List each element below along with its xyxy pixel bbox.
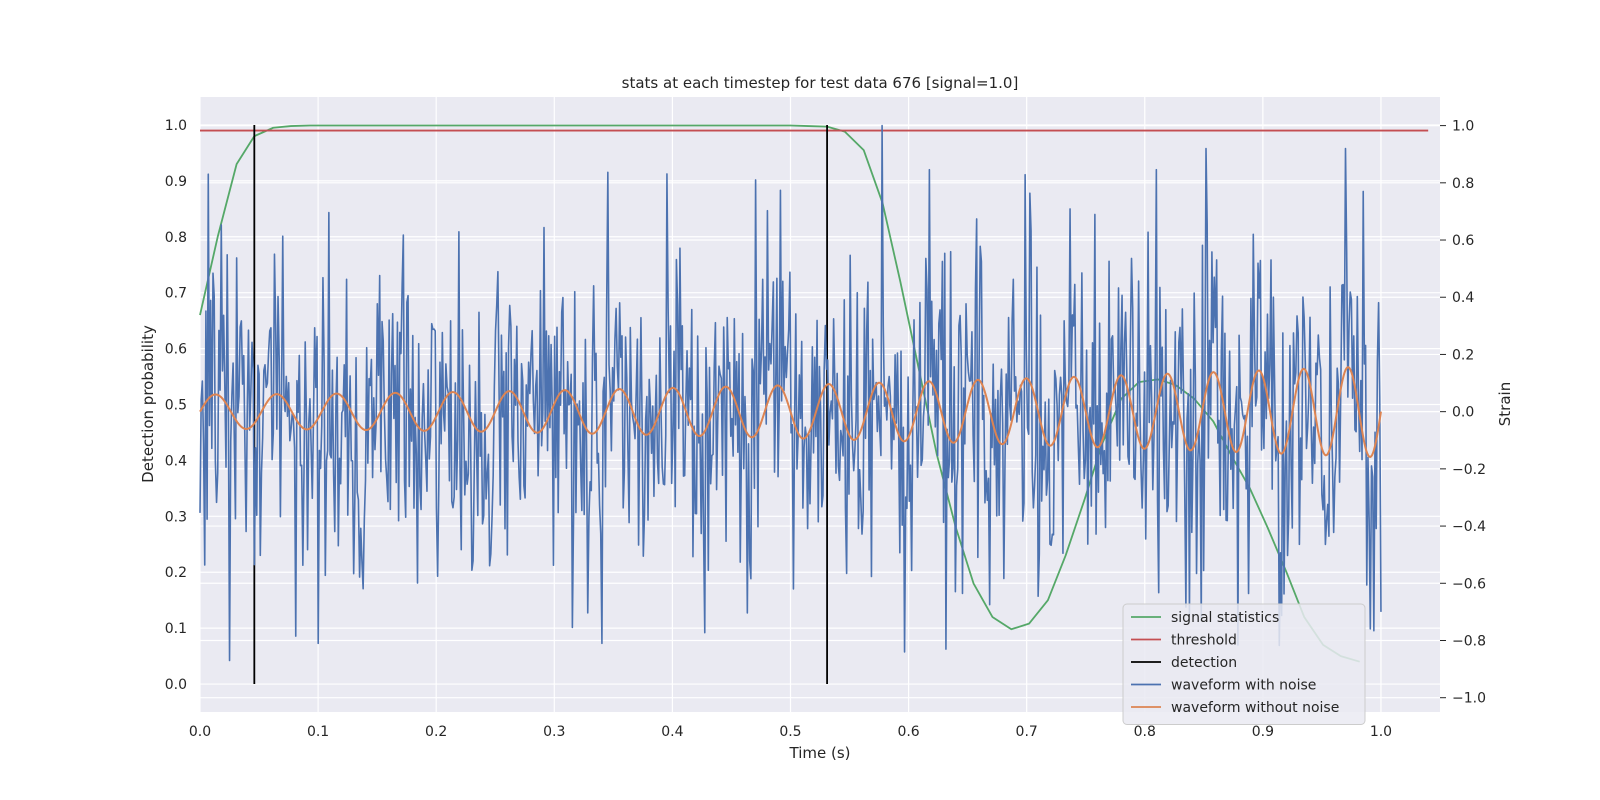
y-tick-label: 0.8 — [165, 230, 187, 246]
y2-tick-label: −0.8 — [1452, 633, 1486, 649]
y2-tick-label: −0.2 — [1452, 462, 1486, 478]
y-tick-label: 0.2 — [165, 565, 187, 581]
y2-axis-label: Strain — [1496, 382, 1514, 426]
y-axis-label: Detection probability — [139, 325, 157, 483]
y2-tick-label: 1.0 — [1452, 119, 1474, 135]
x-tick-label: 0.9 — [1252, 724, 1274, 740]
legend: signal statistics threshold detection wavef… — [1122, 603, 1366, 725]
x-tick-label: 0.0 — [189, 724, 211, 740]
y-tick-label: 1.0 — [165, 118, 187, 134]
y-tick-label: 0.4 — [165, 453, 187, 469]
x-tick-label: 0.1 — [307, 724, 329, 740]
y-tick-label: 0.5 — [165, 398, 187, 414]
y-axis-ticks: 0.0 0.1 0.2 0.3 0.4 0.5 0.6 0.7 0.8 0.9 1.0 — [165, 118, 187, 693]
x-tick-label: 0.5 — [779, 724, 801, 740]
legend-entry: threshold — [1171, 633, 1237, 649]
y2-tick-label: 0.8 — [1452, 176, 1474, 192]
y-tick-label: 0.0 — [165, 677, 187, 693]
legend-entry: signal statistics — [1171, 610, 1279, 626]
y2-tick-label: 0.0 — [1452, 405, 1474, 421]
x-axis-label: Time (s) — [789, 744, 851, 762]
series-layer — [199, 124, 1429, 685]
x-tick-label: 0.3 — [543, 724, 565, 740]
y2-tick-label: 0.4 — [1452, 290, 1474, 306]
legend-box — [1122, 603, 1366, 725]
x-tick-label: 1.0 — [1370, 724, 1392, 740]
y-tick-label: 0.1 — [165, 621, 187, 637]
y2-tick-label: 0.6 — [1452, 233, 1474, 249]
x-axis-ticks: 0.0 0.1 0.2 0.3 0.4 0.5 0.6 0.7 0.8 0.9 1.0 — [189, 724, 1392, 740]
y-tick-label: 0.3 — [165, 509, 187, 525]
y-tick-label: 0.6 — [165, 342, 187, 358]
x-tick-label: 0.6 — [897, 724, 919, 740]
y2-tick-label: 0.2 — [1452, 347, 1474, 363]
x-tick-label: 0.4 — [661, 724, 683, 740]
waveform-without-noise-line — [199, 366, 1382, 458]
y-tick-label: 0.9 — [165, 174, 187, 190]
x-tick-label: 0.7 — [1016, 724, 1038, 740]
x-tick-label: 0.2 — [425, 724, 447, 740]
y2-tick-label: −0.4 — [1452, 519, 1486, 535]
waveform-with-noise-line — [199, 124, 1382, 662]
y2-tick-label: −1.0 — [1452, 691, 1486, 707]
y-tick-label: 0.7 — [165, 286, 187, 302]
y2-tick-label: −0.6 — [1452, 576, 1486, 592]
x-tick-label: 0.8 — [1134, 724, 1156, 740]
chart-title: stats at each timestep for test data 676… — [622, 74, 1019, 92]
legend-entry: detection — [1171, 655, 1237, 671]
y2-axis-ticks: −1.0 −0.8 −0.6 −0.4 −0.2 0.0 0.2 0.4 0.6 0.8 1.0 — [1440, 119, 1486, 707]
legend-entry: waveform with noise — [1171, 678, 1316, 694]
legend-entry: waveform without noise — [1171, 700, 1339, 716]
